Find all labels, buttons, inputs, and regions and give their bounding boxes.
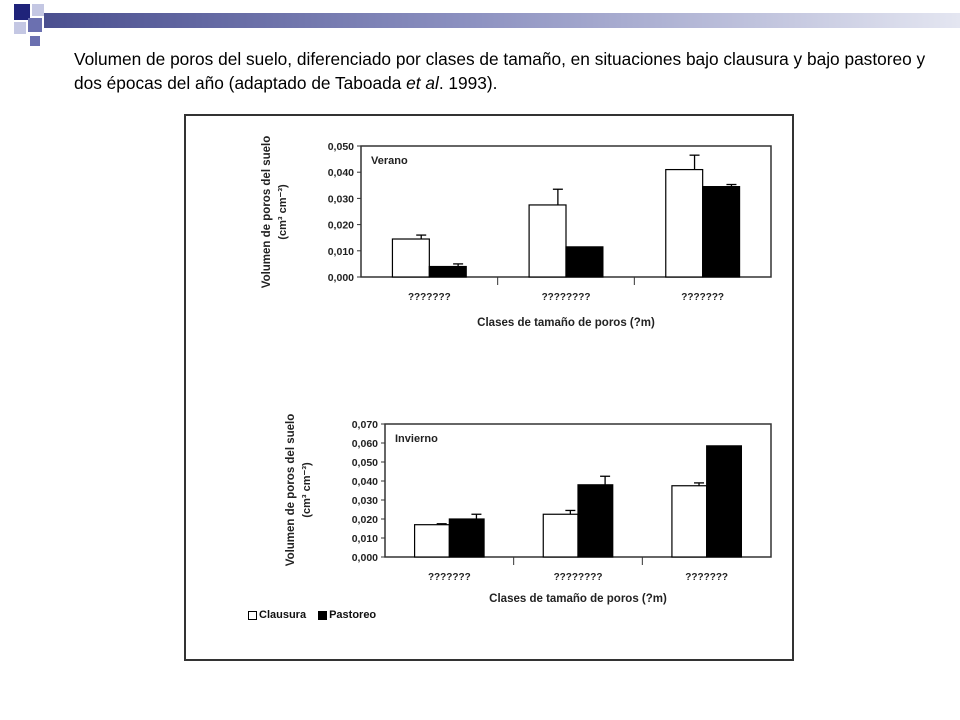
header-gradient-bar [44,13,960,28]
chart2-category-label: ???????? [554,572,603,583]
slide-title-main: Volumen de poros del suelo, diferenciado… [74,49,926,93]
chart1-ytick-label: 0,050 [328,141,354,153]
chart2-bar-clausura [542,513,579,558]
chart2-category-label: ??????? [685,572,728,583]
slide-title: Volumen de poros del suelo, diferenciado… [74,47,934,95]
chart2-ylabel: Volumen de poros del suelo [285,414,297,567]
chart1-bar-pastoreo [702,186,741,278]
chart1-bar-pastoreo [565,246,604,278]
chart2-ytick-label: 0,050 [352,457,378,469]
legend: Clausura Pastoreo [248,609,384,621]
deco-square-1 [14,4,30,20]
chart2-category-label: ??????? [428,572,471,583]
chart1-xlabel: Clases de tamaño de poros (?m) [477,317,655,329]
chart2-ylabel-units: (cm³ cm⁻³) [301,462,313,518]
chart2-ylabel-group: Volumen de poros del suelo (cm³ cm⁻³) [285,414,313,567]
chart1-ytick-label: 0,000 [328,272,354,284]
deco-square-2 [32,4,44,16]
chart2-bar-clausura [671,485,708,558]
chart1-bar-pastoreo [428,265,467,278]
chart1-bar-clausura [391,238,430,278]
slide-title-end: . 1993). [438,73,498,93]
chart1-ytick-label: 0,030 [328,193,354,205]
deco-square-3 [14,22,26,34]
chart1-ylabel-units: (cm³ cm⁻³) [277,184,289,240]
deco-square-5 [30,36,40,46]
chart2-bar-pastoreo [706,445,743,558]
chart1-ylabel: Volumen de poros del suelo [261,136,273,289]
legend-item-clausura: Clausura [248,609,306,621]
chart2-ytick-label: 0,030 [352,495,378,507]
chart1-category-label: ??????? [408,292,451,303]
deco-square-4 [28,18,42,32]
chart2-xlabel: Clases de tamaño de poros (?m) [489,593,667,605]
chart1-ytick-label: 0,040 [328,167,354,179]
legend-label-pastoreo: Pastoreo [329,609,377,621]
chart1-bar-clausura [665,168,704,278]
chart1-category-label: ???????? [542,292,591,303]
legend-item-pastoreo: Pastoreo [318,609,376,621]
legend-swatch-pastoreo [318,610,328,620]
chart2-annotation: Invierno [395,433,438,445]
chart2-bar-clausura [413,524,450,558]
chart2-ytick-label: 0,010 [352,533,378,545]
chart1-ylabel-group: Volumen de poros del suelo (cm³ cm⁻³) [261,136,289,289]
chart2-ytick-label: 0,040 [352,476,378,488]
chart2-ytick-label: 0,060 [352,438,378,450]
chart1-bar-clausura [528,204,567,278]
chart1-annotation: Verano [371,155,408,167]
chart2-ytick-label: 0,020 [352,514,378,526]
chart1-category-label: ??????? [681,292,724,303]
chart2-ytick-label: 0,000 [352,552,378,564]
legend-swatch-clausura [248,610,257,620]
slide-title-italic: et al [406,73,439,93]
chart2-bar-pastoreo [577,484,614,558]
chart1-ytick-label: 0,020 [328,220,354,232]
legend-label-clausura: Clausura [259,609,307,621]
chart2-ytick-label: 0,070 [352,419,378,431]
chart1-ytick-label: 0,010 [328,246,354,258]
chart2-bar-pastoreo [448,518,485,558]
